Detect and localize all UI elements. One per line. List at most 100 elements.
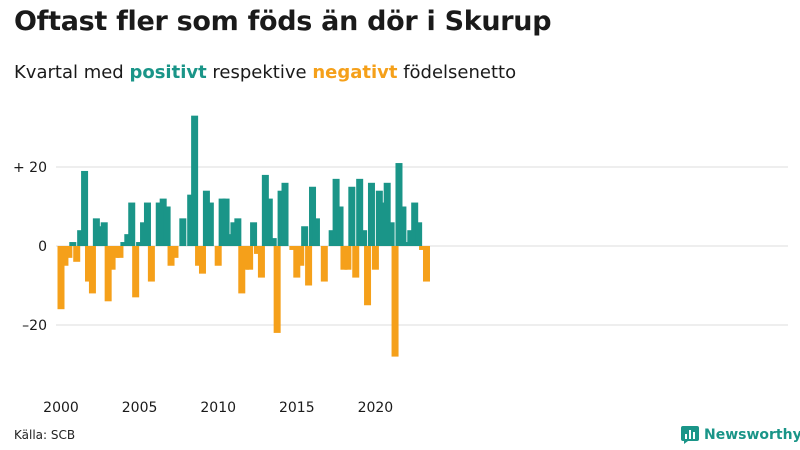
bar	[230, 222, 238, 246]
bar	[112, 246, 120, 258]
bar	[65, 246, 73, 258]
bar	[222, 198, 230, 246]
bar	[69, 242, 77, 246]
x-tick-label: 2005	[122, 400, 158, 416]
bar	[77, 230, 85, 246]
bar	[415, 222, 423, 246]
subtitle-positive-word: positivt	[129, 62, 207, 83]
bar	[387, 222, 395, 246]
bar	[218, 198, 226, 246]
bar	[73, 246, 81, 262]
bar	[391, 246, 399, 357]
bar	[403, 242, 411, 246]
bar	[367, 182, 375, 246]
bar-chart-logo-icon	[681, 426, 699, 444]
bar	[57, 246, 65, 310]
bar	[100, 222, 108, 246]
bar	[332, 178, 340, 246]
bars	[57, 115, 430, 357]
bar	[120, 242, 128, 246]
x-tick-label: 2010	[200, 400, 236, 416]
chart-title: Oftast fler som föds än dör i Skurup	[14, 6, 552, 37]
bar	[159, 198, 167, 246]
bar	[163, 206, 171, 246]
bar	[250, 222, 258, 246]
bar	[411, 202, 419, 246]
bar	[395, 163, 403, 246]
bar	[92, 218, 100, 246]
bar	[85, 246, 93, 282]
bar	[108, 246, 116, 270]
bar	[336, 206, 344, 246]
bar	[261, 174, 269, 246]
bar	[88, 246, 96, 294]
bar	[399, 206, 407, 246]
bar	[328, 230, 336, 246]
bar	[61, 246, 69, 266]
bar	[360, 230, 368, 246]
x-tick-label: 2020	[358, 400, 394, 416]
bar	[273, 246, 281, 333]
bar	[171, 246, 179, 258]
bar	[407, 230, 415, 246]
bar	[179, 218, 187, 246]
bar	[96, 226, 104, 246]
subtitle-prefix: Kvartal med	[14, 62, 130, 83]
bar	[301, 226, 309, 246]
x-tick-label: 2000	[43, 400, 79, 416]
bar	[124, 234, 132, 246]
bar	[356, 178, 364, 246]
bar	[320, 246, 328, 282]
bar	[309, 186, 317, 246]
bar	[352, 246, 360, 278]
bar	[195, 246, 203, 266]
bar	[198, 246, 206, 274]
bar	[312, 218, 320, 246]
bar	[242, 246, 250, 270]
brand-name: Newsworthy	[704, 427, 800, 443]
bar	[214, 246, 222, 266]
axis-labels: + 20 0 –20 2000 2005 2010 2015 2020	[13, 160, 393, 416]
bar	[234, 218, 242, 246]
subtitle-middle: respektive	[206, 62, 313, 83]
bar	[202, 190, 210, 246]
bar	[289, 246, 297, 250]
bar	[140, 222, 148, 246]
chart-subtitle: Kvartal med positivt respektive negativt…	[14, 62, 516, 83]
bar	[147, 246, 155, 282]
bar	[143, 202, 151, 246]
bar	[344, 246, 352, 270]
bar	[265, 198, 273, 246]
bar	[419, 246, 427, 250]
bar	[293, 246, 301, 278]
bar	[167, 246, 175, 266]
bar	[257, 246, 265, 278]
brand-logo: Newsworthy	[681, 426, 800, 444]
bar	[305, 246, 313, 286]
bar	[375, 190, 383, 246]
bar	[422, 246, 430, 282]
bar	[269, 238, 277, 246]
bar	[238, 246, 246, 294]
bar	[206, 202, 214, 246]
y-tick-label: –20	[22, 318, 47, 334]
bar	[340, 246, 348, 270]
bar	[132, 246, 140, 298]
bar	[348, 186, 356, 246]
bar	[371, 246, 379, 270]
y-tick-label: 0	[38, 239, 47, 255]
source-note: Källa: SCB	[14, 428, 76, 442]
bar	[254, 246, 261, 254]
x-tick-label: 2015	[279, 400, 315, 416]
bar	[297, 246, 305, 266]
bar	[81, 170, 89, 246]
bar	[128, 202, 136, 246]
bar	[116, 246, 124, 258]
bar	[136, 242, 144, 246]
bar	[277, 190, 285, 246]
bar	[226, 234, 234, 246]
bar	[383, 182, 391, 246]
subtitle-negative-word: negativt	[312, 62, 398, 83]
bar	[364, 246, 372, 306]
